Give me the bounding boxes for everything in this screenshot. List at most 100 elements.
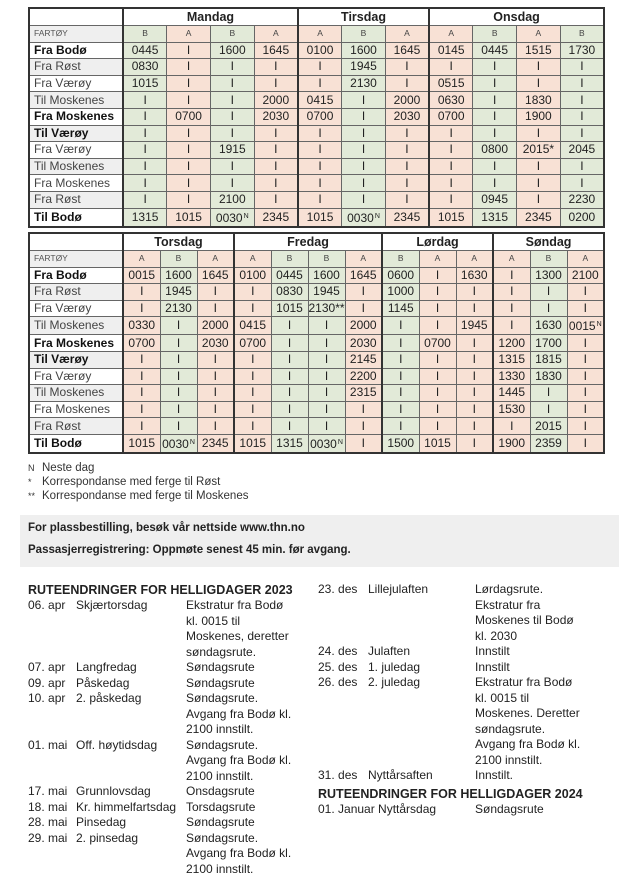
departure-time: I bbox=[271, 368, 308, 385]
vessel-code: A bbox=[167, 26, 211, 43]
stop-label: Fra Moskenes bbox=[29, 335, 123, 352]
departure-time: 2345 bbox=[197, 434, 234, 453]
departure-time: I bbox=[567, 335, 604, 352]
departure-time: I bbox=[160, 335, 197, 352]
holiday-date: 25. des bbox=[318, 660, 368, 676]
departure-time: I bbox=[382, 385, 419, 402]
departure-time: I bbox=[419, 368, 456, 385]
departure-time: 0515 bbox=[429, 75, 473, 92]
departure-time: I bbox=[382, 317, 419, 335]
departure-time: I bbox=[385, 125, 429, 142]
departure-time: 2230 bbox=[560, 191, 604, 208]
departure-time: I bbox=[167, 158, 211, 175]
departure-time: I bbox=[530, 401, 567, 418]
holiday-date: 07. apr bbox=[28, 660, 76, 676]
departure-time: I bbox=[298, 59, 342, 76]
departure-time: I bbox=[210, 108, 254, 125]
stop-label: Til Bodø bbox=[29, 434, 123, 453]
holiday-schedule: Søndagsrute.Avgang fra Bodø kl.2100 inns… bbox=[186, 831, 296, 877]
departure-time: I bbox=[298, 142, 342, 159]
stop-label: Til Moskenes bbox=[29, 158, 123, 175]
holiday-name: 2. påskedag bbox=[76, 691, 186, 738]
departure-time: I bbox=[234, 351, 271, 368]
departure-time: 2030 bbox=[254, 108, 298, 125]
vessel-code: B bbox=[210, 26, 254, 43]
departure-time: 2130 bbox=[160, 300, 197, 317]
departure-time: I bbox=[456, 284, 493, 301]
holiday-name: 2. juledag bbox=[368, 675, 475, 768]
departure-time: I bbox=[567, 418, 604, 435]
departure-time: 2100 bbox=[567, 267, 604, 284]
departure-time: I bbox=[197, 300, 234, 317]
vessel-code: A bbox=[254, 26, 298, 43]
departure-time: 2130** bbox=[308, 300, 345, 317]
day-header: Mandag bbox=[123, 8, 298, 26]
departure-time: 0030N bbox=[342, 208, 386, 227]
departure-time: 0015N bbox=[567, 317, 604, 335]
departure-time: I bbox=[385, 175, 429, 192]
holiday-schedule: Søndagsrute.Avgang fra Bodø kl.2100 inns… bbox=[186, 738, 296, 785]
departure-time: 1630 bbox=[456, 267, 493, 284]
departure-time: I bbox=[123, 125, 167, 142]
departure-time: I bbox=[167, 59, 211, 76]
departure-time: 1315 bbox=[271, 434, 308, 453]
vessel-code: A bbox=[234, 251, 271, 268]
stop-label: Fra Røst bbox=[29, 284, 123, 301]
departure-time: I bbox=[197, 401, 234, 418]
departure-time: 2000 bbox=[197, 317, 234, 335]
departure-time: 0600 bbox=[382, 267, 419, 284]
departure-time: I bbox=[167, 42, 211, 59]
departure-time: I bbox=[560, 158, 604, 175]
departure-time: I bbox=[517, 158, 561, 175]
departure-time: I bbox=[123, 401, 160, 418]
departure-time: I bbox=[419, 300, 456, 317]
departure-time: I bbox=[560, 175, 604, 192]
departure-time: 0945 bbox=[473, 191, 517, 208]
departure-time: I bbox=[308, 368, 345, 385]
departure-time: I bbox=[234, 284, 271, 301]
departure-time: 2100 bbox=[210, 191, 254, 208]
departure-time: I bbox=[345, 401, 382, 418]
departure-time: 1530 bbox=[493, 401, 530, 418]
departure-time: 0445 bbox=[123, 42, 167, 59]
departure-time: I bbox=[271, 385, 308, 402]
departure-time: 0800 bbox=[473, 142, 517, 159]
departure-time: 2030 bbox=[385, 108, 429, 125]
departure-time: I bbox=[210, 59, 254, 76]
holiday-date: 29. mai bbox=[28, 831, 76, 877]
vessel-code: A bbox=[419, 251, 456, 268]
departure-time: I bbox=[517, 59, 561, 76]
holiday-date: 23. des bbox=[318, 582, 368, 644]
departure-time: 0700 bbox=[298, 108, 342, 125]
departure-time: I bbox=[456, 401, 493, 418]
holiday-date: 01. mai bbox=[28, 738, 76, 785]
departure-time: I bbox=[567, 385, 604, 402]
holiday-schedule: Søndagsrute bbox=[475, 802, 605, 818]
stop-label: Til Moskenes bbox=[29, 317, 123, 335]
departure-time: 1015 bbox=[167, 208, 211, 227]
departure-time: I bbox=[123, 300, 160, 317]
departure-time: I bbox=[345, 434, 382, 453]
departure-time: 1145 bbox=[382, 300, 419, 317]
holiday-date: 01. Januar Nyttårsdag bbox=[318, 802, 475, 818]
departure-time: I bbox=[298, 175, 342, 192]
departure-time: I bbox=[473, 92, 517, 109]
departure-time: 0445 bbox=[271, 267, 308, 284]
vessel-code: B bbox=[271, 251, 308, 268]
departure-time: I bbox=[234, 368, 271, 385]
departure-time: I bbox=[271, 401, 308, 418]
departure-time: 0700 bbox=[419, 335, 456, 352]
departure-time: I bbox=[429, 175, 473, 192]
